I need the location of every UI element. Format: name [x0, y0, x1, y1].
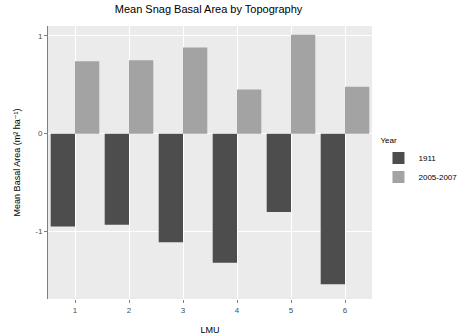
- svg-text:3: 3: [181, 306, 186, 315]
- svg-text:2: 2: [127, 306, 132, 315]
- svg-text:2005-2007: 2005-2007: [418, 173, 457, 182]
- svg-text:Mean Snag Basal Area by Topogr: Mean Snag Basal Area by Topography: [115, 3, 303, 15]
- svg-text:1911: 1911: [418, 154, 436, 163]
- svg-text:LMU: LMU: [200, 325, 219, 335]
- svg-text:Year: Year: [380, 136, 397, 145]
- svg-text:1: 1: [73, 306, 78, 315]
- svg-text:0: 0: [38, 129, 43, 138]
- svg-text:-1: -1: [35, 227, 43, 236]
- svg-text:6: 6: [343, 306, 348, 315]
- svg-text:Mean Basal Area (m² ha⁻¹): Mean Basal Area (m² ha⁻¹): [12, 109, 22, 217]
- svg-text:5: 5: [289, 306, 294, 315]
- svg-text:1: 1: [38, 32, 43, 41]
- svg-text:4: 4: [235, 306, 240, 315]
